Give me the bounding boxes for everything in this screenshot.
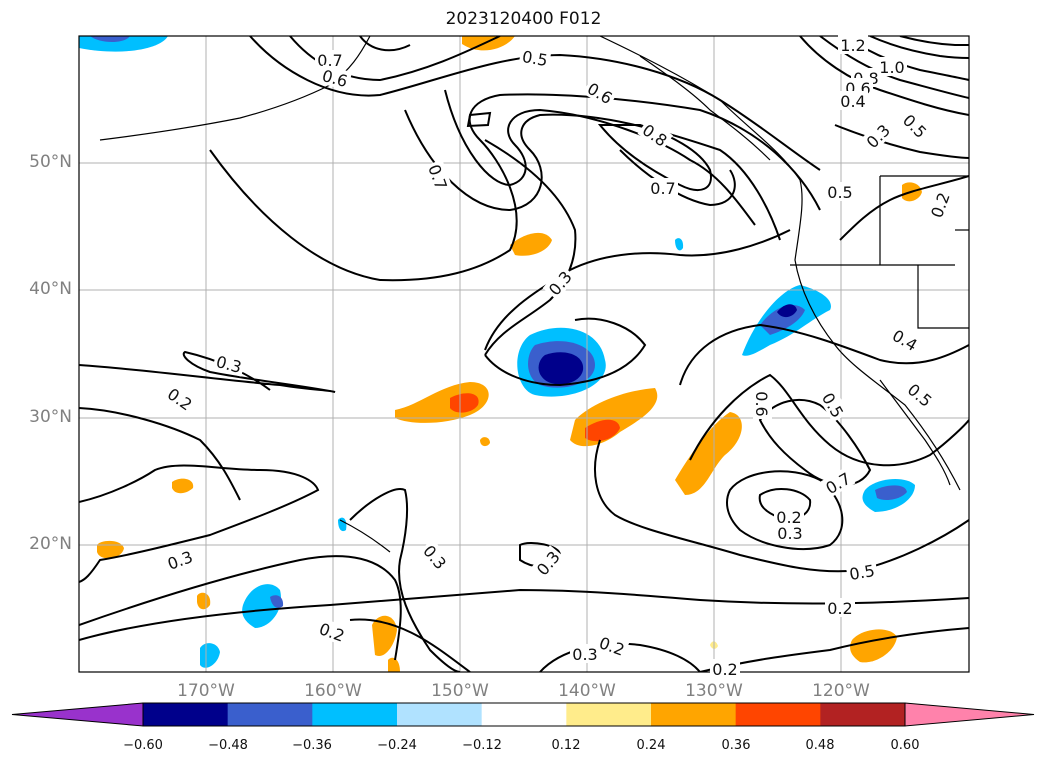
contour-label-bg (418, 539, 453, 575)
colorbar-tick-label: 0.60 (890, 738, 920, 753)
colorbar-tick-label: 0.36 (721, 738, 751, 753)
contour-label: 0.5 (827, 183, 852, 202)
contour-label: 0.5 (521, 47, 549, 70)
lon-label-150w: 150°W (431, 681, 489, 701)
contour-label: 0.6 (752, 391, 771, 416)
graticule (79, 36, 969, 672)
colorbar-segment (566, 703, 652, 726)
colorbar-segment (735, 703, 821, 726)
contour-label-bg (424, 159, 453, 195)
contour-label: 0.4 (840, 92, 865, 111)
contour-label-bg (570, 644, 600, 663)
map-title: 2023120400 F012 (445, 9, 602, 29)
lon-label-170w: 170°W (177, 681, 235, 701)
contour-label-bg (775, 523, 805, 542)
contour-label-bg (582, 76, 618, 109)
lon-label-120w: 120°W (812, 681, 870, 701)
contour-label: 1.0 (879, 58, 904, 77)
contour-label-bg (774, 507, 804, 526)
colorbar-tick-label: −0.60 (123, 738, 163, 753)
colorbar-segment (312, 703, 398, 726)
contour-label-bg (820, 466, 856, 499)
contour-label-bg (637, 118, 674, 151)
contour-label: 0.7 (650, 179, 675, 198)
lat-label-30n: 30°N (29, 407, 72, 427)
contour-label: 0.3 (777, 524, 802, 543)
contour-label-bg (518, 45, 552, 70)
colorbar-tick-label: 0.12 (551, 738, 581, 753)
contour-label-bg (902, 377, 938, 412)
lat-label-50n: 50°N (29, 152, 72, 172)
colorbar-segment (397, 703, 483, 726)
lat-label-20n: 20°N (29, 534, 72, 554)
contour-label-bg (825, 598, 855, 617)
map-area (79, 36, 969, 672)
contour-label-bg (887, 323, 923, 356)
colorbar (11, 702, 1035, 727)
colorbar-segment (227, 703, 313, 726)
contour-label-bg (753, 389, 772, 419)
lat-label-40n: 40°N (29, 279, 72, 299)
colorbar-tick-label: 0.48 (805, 738, 835, 753)
contour-label-bg (162, 545, 198, 574)
contour-label-bg (542, 265, 577, 301)
contour-label-layer: 0.70.60.50.60.70.80.71.21.00.80.60.40.50… (162, 35, 954, 679)
lon-label-140w: 140°W (558, 681, 616, 701)
colorbar-extend-low (11, 702, 144, 727)
contour-label-bg (594, 631, 630, 660)
colorbar-segment (481, 703, 567, 726)
contour-label-bg (162, 382, 199, 415)
contour-label-bg (318, 64, 353, 91)
contour-label-bg (898, 108, 933, 143)
contour-label-bg (314, 617, 350, 646)
lon-label-160w: 160°W (304, 681, 362, 701)
contour-label-bg (817, 387, 850, 423)
colorbar-extend-high (904, 702, 1035, 727)
contour-label: 0.2 (776, 508, 801, 527)
lon-label-130w: 130°W (685, 681, 743, 701)
contour-label: 0.5 (848, 561, 876, 584)
contour-label-bg (877, 57, 907, 76)
colorbar-tick-label: −0.24 (377, 738, 417, 753)
colorbar-tick-label: −0.12 (462, 738, 502, 753)
contour-label: 1.2 (840, 36, 865, 55)
contour-label-bg (838, 91, 868, 110)
colorbar-segment (143, 703, 229, 726)
contour-label: 0.2 (827, 599, 852, 618)
contour-label: 0.2 (712, 660, 737, 679)
contour-label: 0.3 (572, 645, 597, 664)
contour-label-bg (838, 35, 868, 54)
contour-label-bg (860, 118, 895, 153)
map-frame (78, 35, 970, 673)
contour-label-bg (925, 187, 954, 223)
contour-label-bg (845, 559, 879, 584)
contour-label-bg (212, 350, 247, 377)
colorbar-segment (651, 703, 737, 726)
contour-label-bg (315, 50, 345, 69)
contour-label-bg (710, 659, 740, 678)
contour-label-bg (648, 178, 678, 197)
colorbar-tick-label: −0.48 (208, 738, 248, 753)
colorbar-tick-label: 0.24 (636, 738, 666, 753)
contour-label-bg (530, 545, 565, 581)
contour-label-bg (825, 182, 855, 201)
colorbar-tick-label: −0.36 (292, 738, 332, 753)
colorbar-segment (820, 703, 906, 726)
